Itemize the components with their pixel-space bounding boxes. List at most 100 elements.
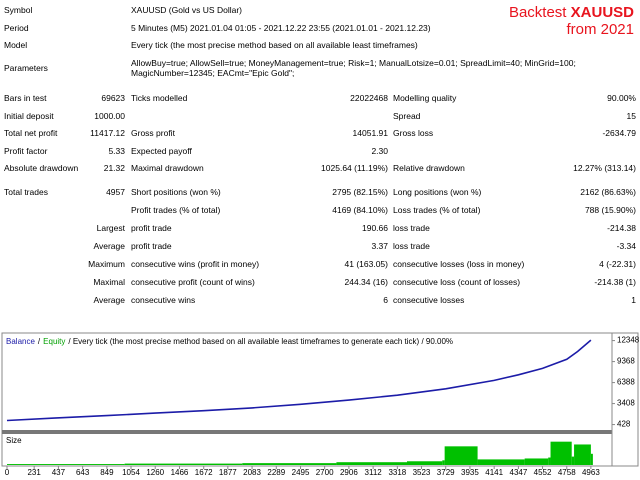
- stat-value: 2.30: [371, 145, 388, 156]
- stat-value: Maximal: [93, 277, 125, 287]
- stat-value: Maximum: [88, 259, 125, 269]
- size-bar: [444, 446, 478, 465]
- y-tick-label: 6388: [617, 378, 635, 387]
- stat-value: 4169 (84.10%): [332, 205, 388, 215]
- stat-label: consecutive losses (loss in money): [393, 259, 525, 269]
- stat-value: 21.32: [103, 163, 125, 173]
- stat-value: -214.38 (1): [594, 277, 636, 287]
- stat-label: Ticks modelled: [131, 93, 188, 103]
- legend-equity: Equity: [43, 337, 65, 346]
- size-bar: [590, 453, 593, 465]
- stat-value: Largest: [96, 223, 125, 233]
- balance-line: [6, 339, 592, 422]
- x-tick-label: 4141: [485, 468, 503, 477]
- stat-label: Loss trades (% of total): [393, 205, 481, 215]
- legend-balance: Balance: [6, 337, 35, 346]
- stat-label: loss trade: [393, 223, 430, 233]
- x-tick-label: 3729: [437, 468, 455, 477]
- stat-label: Total net profit: [4, 128, 58, 138]
- info-value: AllowBuy=true; AllowSell=true; MoneyMana…: [131, 58, 576, 68]
- stat-label: Total trades: [4, 187, 48, 197]
- stat-label: Spread: [393, 110, 421, 121]
- stat-value: 90.00%: [607, 93, 636, 103]
- stat-label: Bars in test: [4, 93, 47, 103]
- x-tick-label: 2495: [292, 468, 310, 477]
- size-bar: [336, 462, 407, 465]
- chart: 428 3408 6388 9368 12348 0 231 437 643 849 1054 126…: [1, 332, 640, 477]
- stat-label: loss trade: [393, 241, 430, 251]
- x-tick-label: 1260: [146, 468, 164, 477]
- info-value: XAUUSD (Gold vs US Dollar): [131, 5, 242, 15]
- x-tick-label: 2906: [340, 468, 358, 477]
- stat-label: Expected payoff: [131, 145, 192, 156]
- report: Symbol XAUUSD (Gold vs US Dollar) Period 5 …: [4, 5, 636, 305]
- size-bar: [524, 458, 549, 465]
- stat-label: Profit trades (% of total): [131, 205, 221, 215]
- size-bar: [477, 459, 525, 465]
- size-bar: [407, 461, 443, 465]
- x-tick-label: 4347: [510, 468, 528, 477]
- stat-value: 244.34 (16): [344, 277, 388, 287]
- stat-label: Profit factor: [4, 145, 48, 156]
- size-bar: [548, 457, 551, 465]
- stat-label: consecutive wins: [131, 295, 196, 305]
- stat-value: 69623: [101, 93, 125, 103]
- stat-value: 22022468: [350, 93, 388, 103]
- stat-value: 6: [383, 295, 388, 305]
- badge-prefix: Backtest: [508, 4, 567, 21]
- stat-value: 4 (-22.31): [599, 259, 636, 269]
- size-label: Size: [6, 436, 22, 445]
- x-tick-label: 2289: [267, 468, 285, 477]
- x-tick-label: 231: [27, 468, 41, 477]
- stat-label: Initial deposit: [4, 110, 54, 121]
- info-value: Every tick (the most precise method base…: [131, 40, 418, 50]
- stat-label: Gross loss: [393, 128, 434, 138]
- stat-value: -2634.79: [602, 128, 636, 138]
- stat-value: 2162 (86.63%): [580, 187, 636, 197]
- x-tick-label: 1466: [171, 468, 189, 477]
- stat-value: Average: [93, 241, 125, 251]
- x-tick-label: 4963: [582, 468, 600, 477]
- info-label: Model: [4, 40, 28, 50]
- x-tick-label: 0: [5, 468, 10, 477]
- stat-value: 14051.91: [352, 128, 388, 138]
- x-tick-label: 3112: [365, 468, 383, 477]
- info-value: MagicNumber=12345; EACmt="Epic Gold";: [131, 68, 295, 78]
- stat-label: Absolute drawdown: [4, 163, 79, 173]
- stat-label: consecutive loss (count of losses): [393, 277, 521, 287]
- y-tick-label: 3408: [617, 399, 635, 408]
- x-tick-label: 2083: [243, 468, 261, 477]
- size-bar: [242, 463, 337, 465]
- legend: Balance / Equity / Every tick (the most pre…: [6, 337, 453, 346]
- size-bar: [124, 463, 243, 465]
- stat-label: consecutive losses: [393, 295, 465, 305]
- stat-label: profit trade: [131, 241, 172, 251]
- x-tick-label: 3523: [413, 468, 431, 477]
- x-tick-label: 849: [100, 468, 114, 477]
- stat-value: 3.37: [371, 241, 388, 251]
- size-bar: [571, 456, 575, 465]
- info-label: Symbol: [4, 5, 33, 15]
- stat-label: profit trade: [131, 223, 172, 233]
- stat-value: 11417.12: [90, 128, 125, 138]
- stat-value: 2795 (82.15%): [332, 187, 388, 197]
- stat-value: -3.34: [616, 241, 636, 251]
- chart-frame: [1, 332, 639, 467]
- stat-value: 41 (163.05): [344, 259, 388, 269]
- x-tick-label: 4552: [534, 468, 552, 477]
- x-tick-label: 1877: [219, 468, 237, 477]
- x-tick-label: 2700: [316, 468, 334, 477]
- pane-separator: [2, 430, 612, 434]
- stat-label: consecutive wins (profit in money): [131, 259, 260, 269]
- legend-separator: /: [38, 337, 41, 346]
- stat-label: Short positions (won %): [131, 187, 221, 197]
- x-tick-label: 4758: [558, 468, 576, 477]
- badge: Backtest XAUUSD from 2021: [509, 4, 634, 38]
- stat-label: Long positions (won %): [393, 187, 482, 197]
- stat-label: consecutive profit (count of wins): [131, 277, 255, 287]
- stat-label: Relative drawdown: [393, 163, 465, 173]
- size-bar: [550, 441, 572, 465]
- stat-value: 190.66: [362, 223, 388, 233]
- x-tick-label: 1054: [122, 468, 140, 477]
